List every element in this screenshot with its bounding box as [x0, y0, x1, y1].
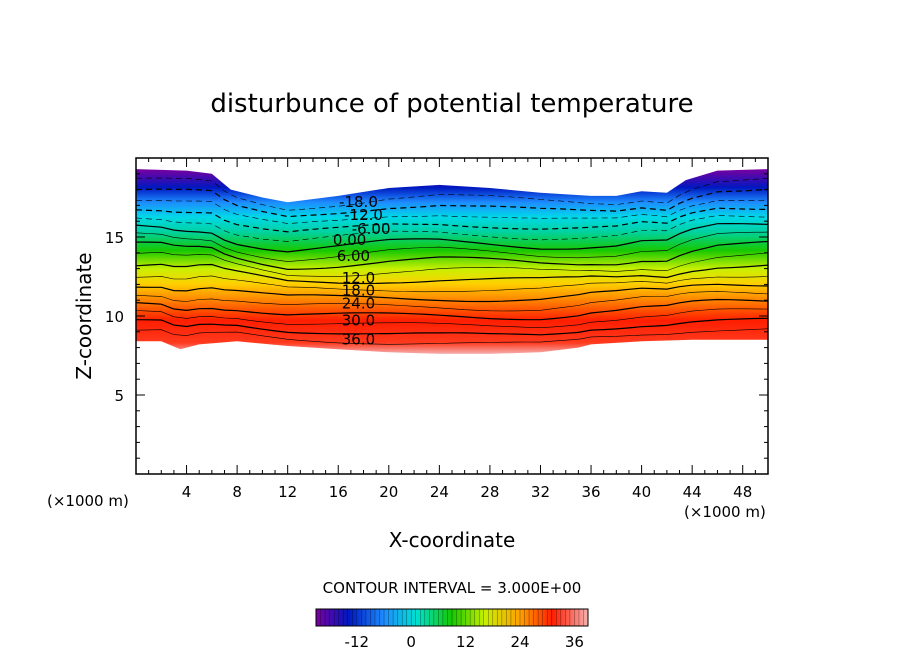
x-tick-label: 36 — [581, 483, 600, 501]
contour-lines — [136, 177, 768, 345]
contour-interval-text: CONTOUR INTERVAL = 3.000E+00 — [323, 579, 582, 597]
contour-label: -12.0 — [344, 206, 383, 224]
contour-line — [136, 283, 768, 303]
x-tick-label: 32 — [531, 483, 550, 501]
x-axis: 4 8 12 16 20 24 28 32 36 40 44 48 — [135, 158, 769, 501]
x-tick-label: 12 — [278, 483, 297, 501]
contour-field — [136, 169, 768, 354]
y-tick-label: 10 — [105, 308, 124, 326]
colorbar-ticks: -12 0 12 24 36 — [345, 633, 584, 651]
x-tick-label: 44 — [683, 483, 702, 501]
x-unit-left: (×1000 m) — [47, 492, 129, 510]
colorbar-cells — [315, 609, 589, 626]
y-tick-label: 15 — [105, 229, 124, 247]
colorbar: -12 0 12 24 36 — [315, 608, 589, 651]
y-axis: 5 10 15 — [105, 157, 768, 475]
x-tick-label: 48 — [733, 483, 752, 501]
contour-label: 24.0 — [342, 294, 375, 312]
x-axis-label: X-coordinate — [389, 528, 516, 552]
contour-line — [136, 275, 768, 293]
x-tick-label: 28 — [480, 483, 499, 501]
contour-line — [136, 207, 768, 233]
y-tick-label: 5 — [114, 387, 124, 405]
x-tick-label: 40 — [632, 483, 651, 501]
colorbar-tick-label: 12 — [456, 633, 475, 651]
contour-label: 36.0 — [342, 331, 375, 349]
contour-line — [136, 263, 768, 285]
contour-label: 0.00 — [333, 231, 366, 249]
contour-line — [136, 298, 768, 321]
contour-labels: -18.0-12.0-6.000.006.00 12.018.024.030.03… — [333, 193, 391, 348]
contour-label: 6.00 — [337, 247, 370, 265]
contour-line — [136, 231, 768, 262]
colorbar-tick-label: 0 — [406, 633, 416, 651]
contour-label: 12.0 — [342, 269, 375, 287]
colorbar-tick-label: -12 — [345, 633, 370, 651]
field-band — [136, 169, 768, 354]
x-tick-label: 16 — [329, 483, 348, 501]
contour-label: 18.0 — [342, 282, 375, 300]
contour-line — [136, 308, 768, 329]
contour-line — [136, 251, 768, 277]
contour-label: -6.00 — [352, 220, 391, 238]
contour-line — [136, 317, 768, 336]
contour-line — [136, 188, 768, 218]
contour-line — [136, 215, 768, 242]
contour-line — [136, 177, 768, 211]
y-axis-label: Z-coordinate — [72, 252, 96, 379]
contour-line — [136, 240, 768, 271]
colorbar-tick-label: 36 — [565, 633, 584, 651]
x-tick-label: 24 — [430, 483, 449, 501]
contour-line — [136, 199, 768, 224]
contour-line — [136, 328, 768, 345]
x-tick-label: 8 — [232, 483, 242, 501]
x-unit-right: (×1000 m) — [684, 503, 766, 521]
colorbar-tick-label: 24 — [510, 633, 529, 651]
contour-line — [136, 291, 768, 312]
chart-title: disturbunce of potential temperature — [210, 89, 693, 119]
contour-label: -18.0 — [339, 193, 378, 211]
x-tick-label: 4 — [182, 483, 192, 501]
contour-line — [136, 222, 768, 253]
x-tick-label: 20 — [379, 483, 398, 501]
contour-label: 30.0 — [342, 312, 375, 330]
